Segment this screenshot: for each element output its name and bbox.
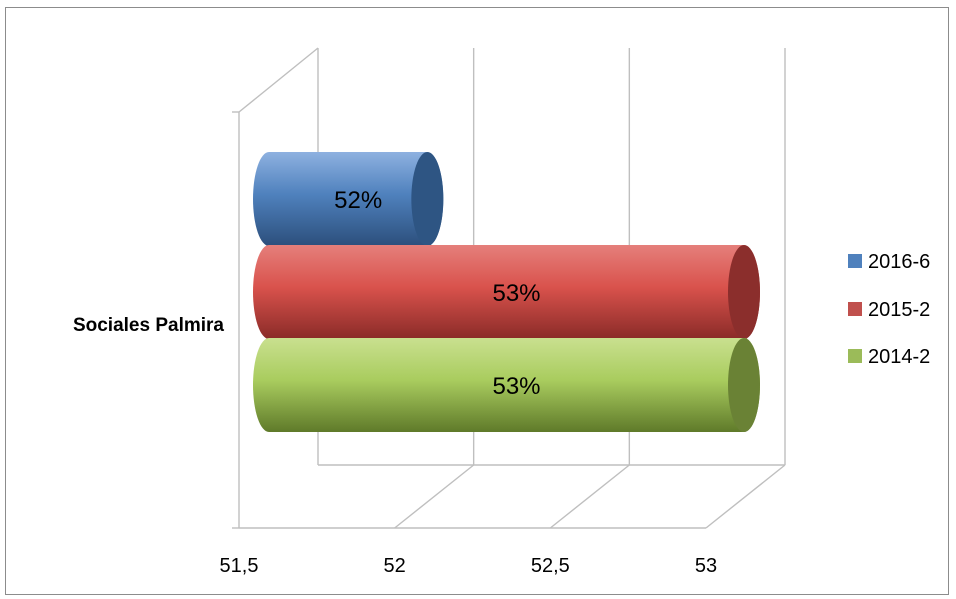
x-tick-label: 52,5 <box>531 555 570 577</box>
x-tick-label: 53 <box>695 555 717 577</box>
floor-gridline <box>705 464 786 529</box>
data-label: 52% <box>334 187 382 214</box>
bar-end-cap <box>728 245 760 339</box>
floor-gridline <box>394 464 475 529</box>
axes-frame <box>232 47 785 529</box>
bar-body <box>253 245 760 339</box>
bar-end-cap <box>411 152 444 246</box>
legend-swatch <box>848 254 862 268</box>
category-label: Sociales Palmira <box>73 315 224 336</box>
legend-swatch <box>848 349 862 363</box>
bar-body <box>253 152 444 246</box>
bars <box>253 152 760 432</box>
x-tick-label: 51,5 <box>220 555 259 577</box>
legend-label: 2016-6 <box>868 251 930 273</box>
side-wall-top-edge <box>238 47 319 113</box>
floor-gridline <box>549 464 630 529</box>
legend-label: 2015-2 <box>868 299 930 321</box>
legend: 2016-6 2015-2 2014-2 <box>848 251 930 368</box>
x-axis-ticks: 51,5 52 52,5 53 <box>220 555 718 577</box>
legend-swatch <box>848 302 862 316</box>
data-label: 53% <box>492 373 540 400</box>
data-label: 53% <box>492 280 540 307</box>
bar-2016-6 <box>253 152 444 246</box>
x-tick-label: 52 <box>384 555 406 577</box>
bar-2015-2 <box>253 245 760 339</box>
bar-2014-2 <box>253 338 760 432</box>
legend-label: 2014-2 <box>868 346 930 368</box>
bar-body <box>253 338 760 432</box>
data-labels: 52% 53% 53% <box>334 187 540 400</box>
bar-end-cap <box>728 338 760 432</box>
